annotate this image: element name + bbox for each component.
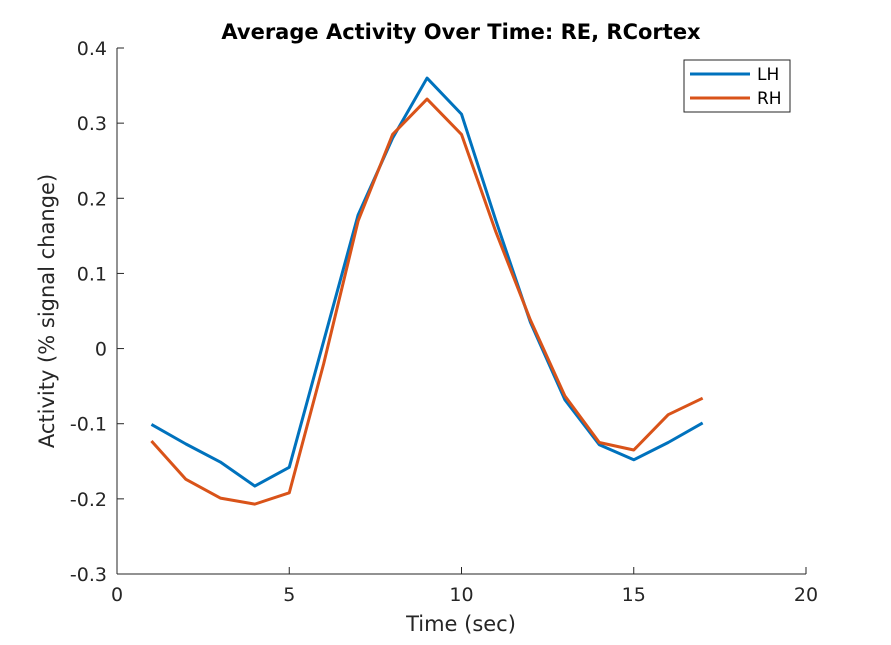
y-tick-label: 0.3 — [77, 113, 107, 135]
x-tick-label: 0 — [111, 584, 123, 606]
plot-area: 0 5 10 15 20 -0.3 -0.2 -0.1 0 0.1 0.2 0.3 0.4 — [70, 38, 818, 606]
y-tick-label: 0.2 — [77, 188, 107, 210]
series-line-lh — [150, 76, 704, 488]
legend-label-rh: RH — [757, 89, 782, 109]
y-tick-label: 0.4 — [77, 38, 107, 60]
chart-title: Average Activity Over Time: RE, RCortex — [221, 20, 701, 44]
legend-box — [683, 59, 791, 113]
series-line-rh — [150, 97, 704, 506]
y-tick-label: -0.3 — [70, 564, 107, 586]
x-tick-label: 5 — [283, 584, 295, 606]
legend-label-lh: LH — [757, 65, 779, 85]
y-axis-label: Activity (% signal change) — [35, 174, 59, 448]
x-axis-label: Time (sec) — [405, 612, 516, 636]
y-tick-label: -0.1 — [70, 414, 107, 436]
y-tick-label: 0 — [95, 339, 107, 361]
x-tick-label: 15 — [622, 584, 646, 606]
x-tick-label: 20 — [794, 584, 818, 606]
y-tick-label: 0.1 — [77, 263, 107, 285]
x-tick-label: 10 — [449, 584, 473, 606]
legend: LH RH — [683, 59, 791, 113]
y-tick-label: -0.2 — [70, 489, 107, 511]
